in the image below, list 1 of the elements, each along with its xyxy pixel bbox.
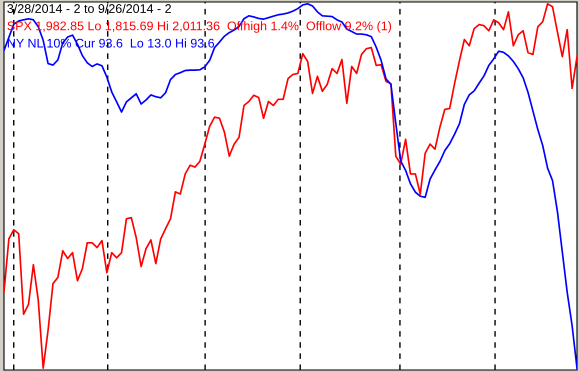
chart-title: 3/28/2014 - 2 to 9/26/2014 - 2	[7, 4, 171, 14]
